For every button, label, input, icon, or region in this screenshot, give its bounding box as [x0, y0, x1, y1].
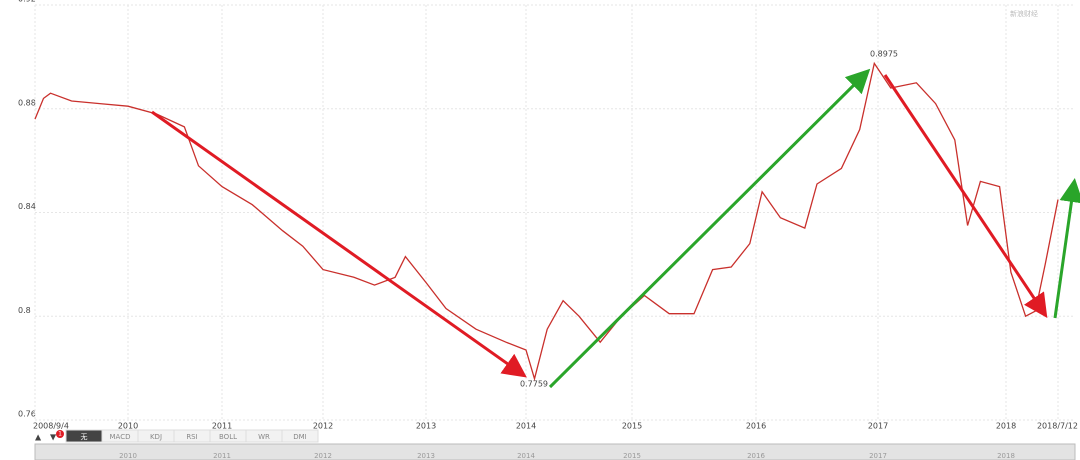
x-tick-label: 2010 — [118, 422, 138, 431]
x-tick-label: 2016 — [746, 422, 766, 431]
trend-arrow — [548, 68, 871, 389]
x-tick-label: 2018 — [996, 422, 1016, 431]
trend-arrow — [883, 74, 1048, 318]
tab-label: WR — [258, 433, 270, 441]
navigator-label: 2016 — [747, 452, 765, 460]
plot-area: 0.76 0.8 0.84 0.88 0.92 2008/9/4 2010 2011 2012 2… — [18, 0, 1078, 431]
y-tick-label: 0.88 — [18, 98, 36, 107]
y-tick-label: 0.92 — [18, 0, 36, 4]
navigator-label: 2012 — [314, 452, 332, 460]
x-tick-label: 2014 — [516, 422, 536, 431]
navigator-frame — [34, 443, 1076, 460]
tab-label: DMI — [293, 433, 307, 441]
tab-label: BOLL — [219, 433, 237, 441]
indicator-toolbar: ▲ ▼ 1 无 MACD KDJ RSI BOLL WR DMI — [35, 429, 319, 443]
watermark: 新浪财经 — [1010, 9, 1038, 18]
tab-label: KDJ — [150, 433, 162, 441]
badge-count: 1 — [58, 431, 62, 438]
badge — [56, 430, 64, 438]
x-tick-label: 2015 — [622, 422, 642, 431]
navigator-label: 2017 — [869, 452, 887, 460]
x-tick-label: 2012 — [313, 422, 333, 431]
navigator-label: 2011 — [213, 452, 231, 460]
x-tick-label: 2018/7/12 — [1037, 422, 1078, 431]
annotation: 0.7759 — [520, 380, 548, 389]
scroll-up[interactable]: ▲ — [35, 433, 42, 442]
navigator-label: 2010 — [119, 452, 137, 460]
trend-arrow — [1053, 178, 1080, 319]
price-line — [34, 61, 1059, 382]
y-tick-label: 0.76 — [18, 410, 36, 419]
navigator-label: 2018 — [997, 452, 1015, 460]
annotation: 0.8975 — [870, 50, 898, 59]
tab-label: RSI — [186, 433, 197, 441]
scroll-down[interactable]: ▼ — [50, 433, 57, 442]
navigator-label: 2014 — [517, 452, 535, 460]
y-tick-label: 0.84 — [18, 202, 36, 211]
tab-label: MACD — [110, 433, 131, 441]
navigator-label: 2013 — [417, 452, 435, 460]
tab-label: 无 — [81, 433, 88, 441]
navigator-label: 2015 — [623, 452, 641, 460]
x-tick-label: 2008/9/4 — [33, 422, 69, 431]
x-tick-label: 2013 — [416, 422, 436, 431]
y-tick-label: 0.8 — [18, 306, 31, 315]
navigator[interactable] — [35, 444, 1075, 460]
x-tick-label: 2011 — [212, 422, 232, 431]
trend-arrow — [151, 110, 527, 378]
x-tick-label: 2017 — [868, 422, 888, 431]
tab[interactable] — [281, 429, 319, 443]
